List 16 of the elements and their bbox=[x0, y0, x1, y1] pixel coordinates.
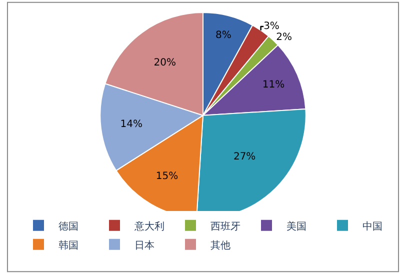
legend-label: 其他 bbox=[210, 239, 230, 252]
data-label: 15% bbox=[156, 170, 178, 182]
data-label: 27% bbox=[233, 151, 256, 162]
legend-label: 德国 bbox=[58, 221, 78, 232]
legend-label: 中国 bbox=[362, 220, 382, 232]
data-label: 20% bbox=[154, 57, 176, 68]
legend-label: 西班牙 bbox=[210, 220, 240, 232]
legend-label: 韩国 bbox=[58, 239, 78, 252]
data-label: 8% bbox=[216, 30, 232, 42]
data-label: 2% bbox=[276, 32, 292, 43]
data-label: 11% bbox=[262, 79, 285, 90]
legend-label: 美国 bbox=[286, 220, 306, 232]
legend-label: 日本 bbox=[134, 239, 154, 252]
data-label: 14% bbox=[120, 118, 143, 130]
legend-label: 意大利 bbox=[134, 220, 164, 232]
data-label: 3% bbox=[264, 21, 280, 32]
